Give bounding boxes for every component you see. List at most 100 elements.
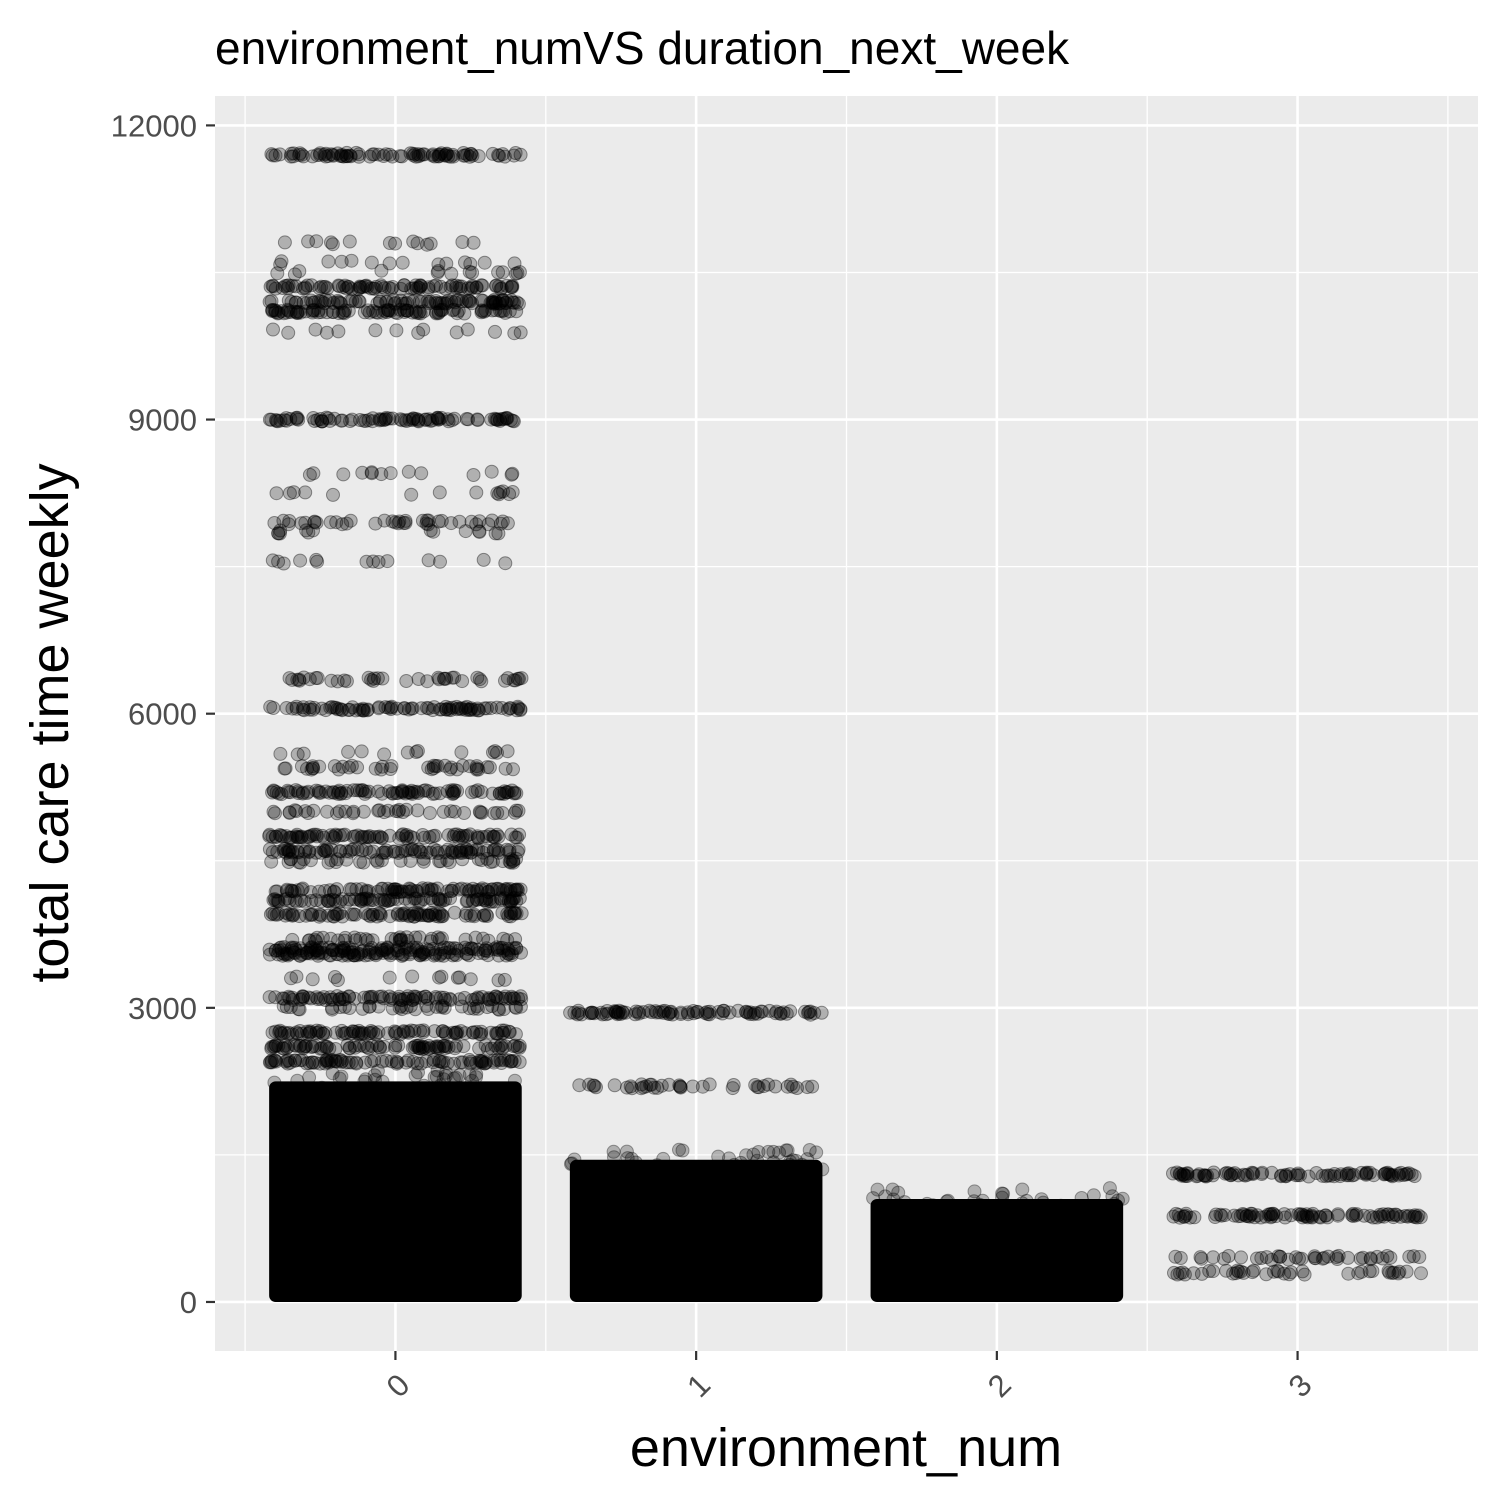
data-point — [1330, 1252, 1345, 1266]
data-point — [492, 296, 507, 311]
data-point — [295, 881, 310, 896]
data-point — [397, 908, 412, 922]
data-point — [1206, 1165, 1221, 1180]
data-point — [449, 699, 464, 714]
data-point — [328, 906, 343, 921]
data-point — [469, 280, 484, 295]
data-point — [419, 998, 434, 1013]
data-point — [352, 294, 367, 309]
data-point — [499, 842, 514, 857]
data-point — [421, 943, 436, 958]
data-point — [727, 1157, 742, 1172]
data-point — [356, 855, 371, 870]
data-point — [432, 854, 447, 869]
data-point — [350, 828, 365, 843]
data-point — [432, 1054, 447, 1069]
data-point — [398, 786, 413, 801]
data-point — [342, 989, 356, 1004]
data-point — [449, 827, 464, 842]
data-point — [449, 325, 464, 340]
data-point — [432, 948, 447, 963]
data-point — [326, 992, 340, 1007]
data-point — [432, 906, 447, 921]
data-point — [1208, 1210, 1223, 1224]
data-point — [503, 894, 518, 909]
data-point — [446, 302, 461, 317]
data-point — [478, 893, 493, 907]
data-point — [296, 281, 310, 296]
data-point — [487, 894, 502, 909]
data-point — [361, 670, 376, 685]
data-point — [271, 1038, 286, 1053]
data-point — [266, 893, 281, 907]
data-point — [443, 703, 458, 718]
data-point — [506, 673, 521, 688]
data-point — [420, 881, 435, 896]
data-point — [345, 700, 360, 715]
data-point — [332, 804, 347, 819]
data-point — [430, 930, 445, 945]
data-point — [359, 554, 374, 569]
data-point — [263, 279, 278, 294]
data-point — [444, 516, 459, 531]
data-point — [501, 785, 516, 800]
data-point — [410, 744, 425, 758]
data-point — [295, 1053, 310, 1068]
data-point — [399, 296, 414, 310]
data-point — [330, 989, 345, 1004]
data-point — [375, 280, 390, 294]
data-point — [431, 257, 446, 272]
data-point — [650, 1080, 665, 1095]
data-point — [264, 1055, 279, 1070]
data-point — [317, 844, 332, 859]
data-point — [324, 1052, 339, 1067]
data-point — [472, 1027, 487, 1042]
data-point — [798, 1004, 812, 1019]
data-point — [263, 1054, 278, 1069]
data-point — [445, 303, 460, 318]
data-point — [273, 523, 288, 538]
data-point — [391, 946, 406, 961]
data-point — [289, 894, 304, 909]
data-point — [487, 292, 502, 307]
data-point — [301, 1027, 316, 1041]
data-point — [379, 410, 394, 425]
data-point — [497, 149, 512, 164]
data-point — [1312, 1209, 1327, 1224]
data-point — [1036, 1195, 1051, 1210]
data-point — [355, 465, 370, 480]
data-point — [427, 149, 442, 164]
data-point — [498, 761, 513, 776]
data-point — [434, 969, 449, 984]
data-point — [446, 881, 461, 896]
data-point — [270, 266, 285, 281]
data-point — [364, 672, 379, 687]
data-point — [501, 893, 516, 908]
data-point — [349, 1056, 364, 1071]
data-point — [288, 803, 302, 818]
data-point — [433, 990, 448, 1005]
data-point — [377, 942, 392, 957]
data-point — [511, 991, 526, 1006]
data-point — [1385, 1169, 1400, 1184]
data-point — [1299, 1207, 1314, 1222]
data-point — [325, 943, 340, 957]
data-point — [305, 303, 320, 318]
data-point — [281, 785, 296, 800]
data-point — [438, 1069, 453, 1083]
data-point — [467, 907, 482, 922]
data-point — [506, 891, 521, 906]
data-point — [312, 785, 326, 800]
data-point — [504, 293, 519, 308]
data-point — [500, 411, 515, 426]
data-point — [437, 671, 452, 686]
data-point — [281, 278, 296, 293]
data-point — [500, 906, 515, 921]
data-point — [1381, 1263, 1396, 1278]
data-point — [418, 989, 433, 1004]
data-point — [479, 907, 494, 922]
data-point — [711, 1149, 726, 1164]
data-point — [507, 906, 521, 921]
data-point — [1266, 1207, 1281, 1222]
data-point — [510, 266, 525, 281]
